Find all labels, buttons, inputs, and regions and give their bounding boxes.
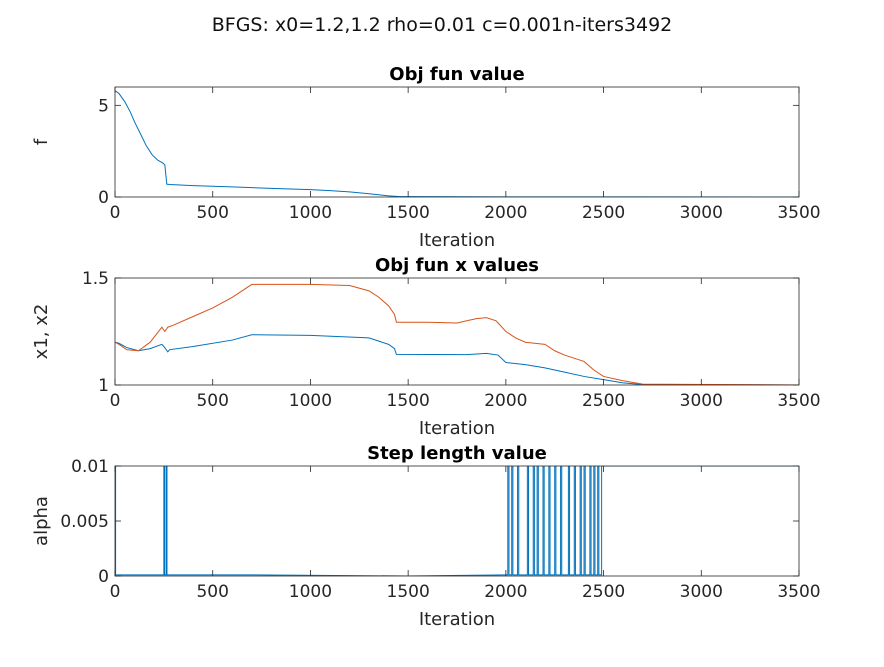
x-tick-label: 1000 (289, 391, 332, 411)
series-line-1 (115, 334, 799, 385)
x-axis-label: Iteration (419, 609, 495, 630)
x-tick-label: 2500 (582, 391, 625, 411)
x-tick-label: 3000 (680, 203, 723, 223)
x-tick-label: 3000 (680, 582, 723, 602)
y-tick-label: 0 (98, 567, 109, 587)
figure-suptitle: BFGS: x0=1.2,1.2 rho=0.01 c=0.001n-iters… (211, 14, 673, 36)
y-axis-label: alpha (31, 496, 52, 546)
x-tick-label: 2500 (582, 203, 625, 223)
subplot-title: Obj fun value (389, 64, 524, 85)
x-tick-label: 0 (110, 582, 121, 602)
x-tick-label: 2000 (484, 391, 527, 411)
y-tick-label: 1.5 (82, 269, 109, 289)
y-tick-label: 5 (98, 96, 109, 116)
y-tick-label: 1 (98, 376, 109, 396)
x-tick-label: 0 (110, 391, 121, 411)
x-tick-label: 500 (196, 391, 228, 411)
x-tick-label: 0 (110, 203, 121, 223)
axes-box (114, 86, 800, 198)
y-axis-label: f (31, 138, 52, 145)
x-tick-label: 1500 (387, 391, 430, 411)
x-tick-label: 2000 (484, 203, 527, 223)
x-tick-label: 1500 (387, 582, 430, 602)
x-tick-label: 2000 (484, 582, 527, 602)
y-tick-label: 0.01 (71, 457, 109, 477)
subplot-1: 0 500 1000 1500 2000 2500 3000 3500 0 5 Obj fun va… (31, 64, 821, 251)
subplot-3: 0 500 1000 1500 2000 2500 3000 3500 0 0.005 0.01 St… (31, 443, 821, 630)
x-tick-label: 2500 (582, 582, 625, 602)
y-tick-label: 0 (98, 188, 109, 208)
axes-box (114, 465, 800, 577)
x-tick-label: 500 (196, 582, 228, 602)
series-line-1 (115, 466, 799, 576)
x-tick-label: 3500 (777, 582, 820, 602)
x-tick-label: 1500 (387, 203, 430, 223)
series-line-2 (115, 283, 799, 385)
x-tick-label: 3500 (777, 391, 820, 411)
x-tick-label: 1000 (289, 203, 332, 223)
x-tick-label: 3000 (680, 391, 723, 411)
subplot-2: 0 500 1000 1500 2000 2500 3000 3500 1 1.5 Obj fun … (31, 255, 821, 439)
subplot-title: Step length value (367, 443, 547, 464)
x-tick-label: 500 (196, 203, 228, 223)
x-axis-label: Iteration (419, 230, 495, 251)
y-axis-label: x1, x2 (31, 304, 52, 360)
axes-box (114, 277, 800, 386)
x-tick-label: 3500 (777, 203, 820, 223)
series-line-1 (115, 90, 799, 197)
subplot-title: Obj fun x values (375, 255, 539, 276)
y-tick-label: 0.005 (60, 512, 109, 532)
x-tick-label: 1000 (289, 582, 332, 602)
x-axis-label: Iteration (419, 418, 495, 439)
